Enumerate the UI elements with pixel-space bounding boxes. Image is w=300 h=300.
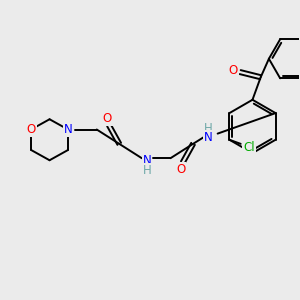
Text: O: O [176, 163, 185, 176]
Text: O: O [102, 112, 112, 125]
Text: N: N [142, 154, 151, 167]
Text: O: O [26, 123, 36, 136]
Text: H: H [142, 164, 151, 177]
Text: Cl: Cl [243, 142, 255, 154]
Text: O: O [228, 64, 238, 76]
Text: H: H [204, 122, 213, 135]
Text: N: N [64, 123, 72, 136]
Text: N: N [204, 131, 213, 144]
